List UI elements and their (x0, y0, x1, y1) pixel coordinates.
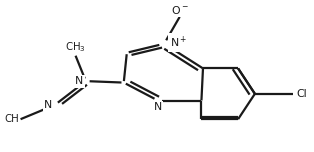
Text: N: N (44, 100, 52, 110)
Text: N: N (154, 102, 162, 112)
Text: N$^+$: N$^+$ (170, 35, 187, 50)
Text: CH: CH (4, 114, 19, 124)
Text: N: N (75, 76, 83, 86)
Text: CH$_3$: CH$_3$ (65, 40, 86, 54)
Text: Cl: Cl (296, 89, 307, 99)
Text: O$^-$: O$^-$ (171, 4, 189, 16)
